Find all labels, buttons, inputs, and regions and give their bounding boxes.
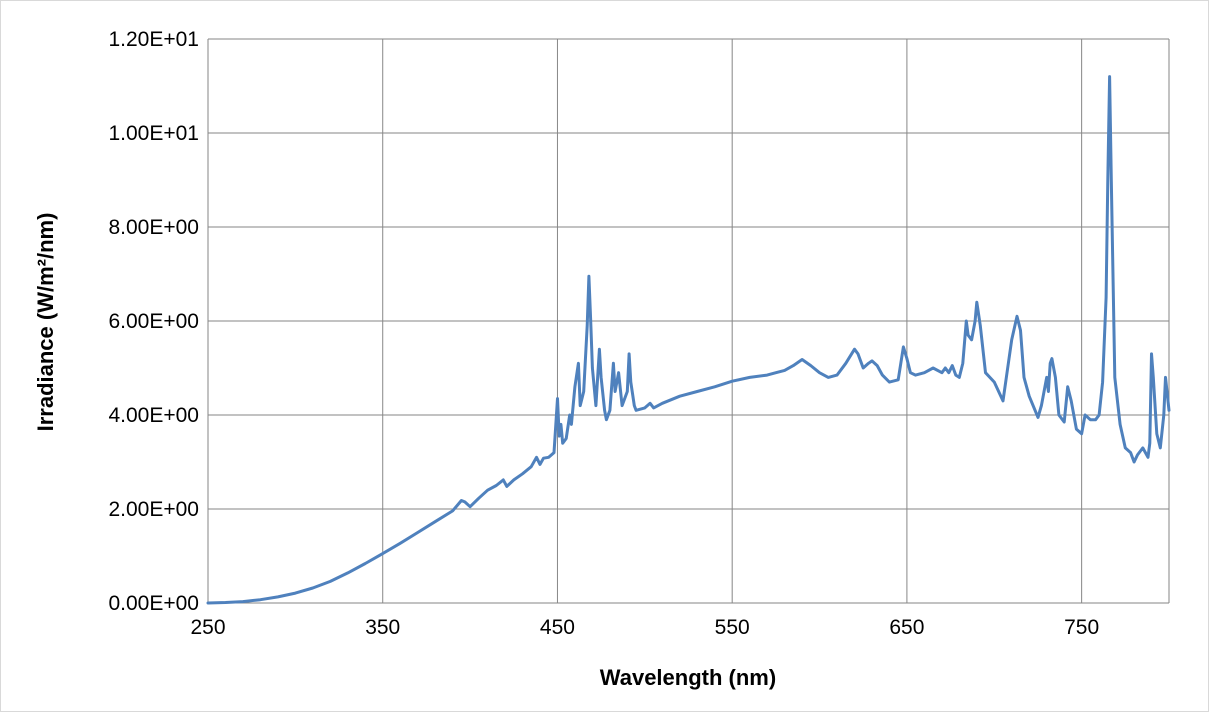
x-tick-label: 350 — [365, 616, 400, 639]
x-tick-label: 650 — [889, 616, 924, 639]
y-tick-label: 1.20E+01 — [108, 28, 199, 51]
y-tick-label: 4.00E+00 — [108, 404, 199, 427]
y-tick-label: 0.00E+00 — [108, 592, 199, 615]
x-tick-labels: 250 350 450 550 650 750 — [190, 616, 1099, 639]
y-tick-label: 2.00E+00 — [108, 498, 199, 521]
x-tick-label: 750 — [1064, 616, 1099, 639]
x-tick-label: 250 — [190, 616, 225, 639]
y-tick-label: 1.00E+01 — [108, 122, 199, 145]
y-tick-label: 6.00E+00 — [108, 310, 199, 333]
x-tick-label: 450 — [540, 616, 575, 639]
series-line — [206, 75, 1171, 605]
gridlines — [207, 38, 1170, 604]
x-tick-label: 550 — [715, 616, 750, 639]
series-group — [206, 75, 1171, 605]
x-axis-title: Wavelength (nm) — [600, 665, 776, 690]
y-tick-labels: 0.00E+00 2.00E+00 4.00E+00 6.00E+00 8.00E+00… — [108, 28, 199, 615]
y-tick-label: 8.00E+00 — [108, 216, 199, 239]
y-axis-title: Irradiance (W/m²/nm) — [33, 213, 58, 432]
